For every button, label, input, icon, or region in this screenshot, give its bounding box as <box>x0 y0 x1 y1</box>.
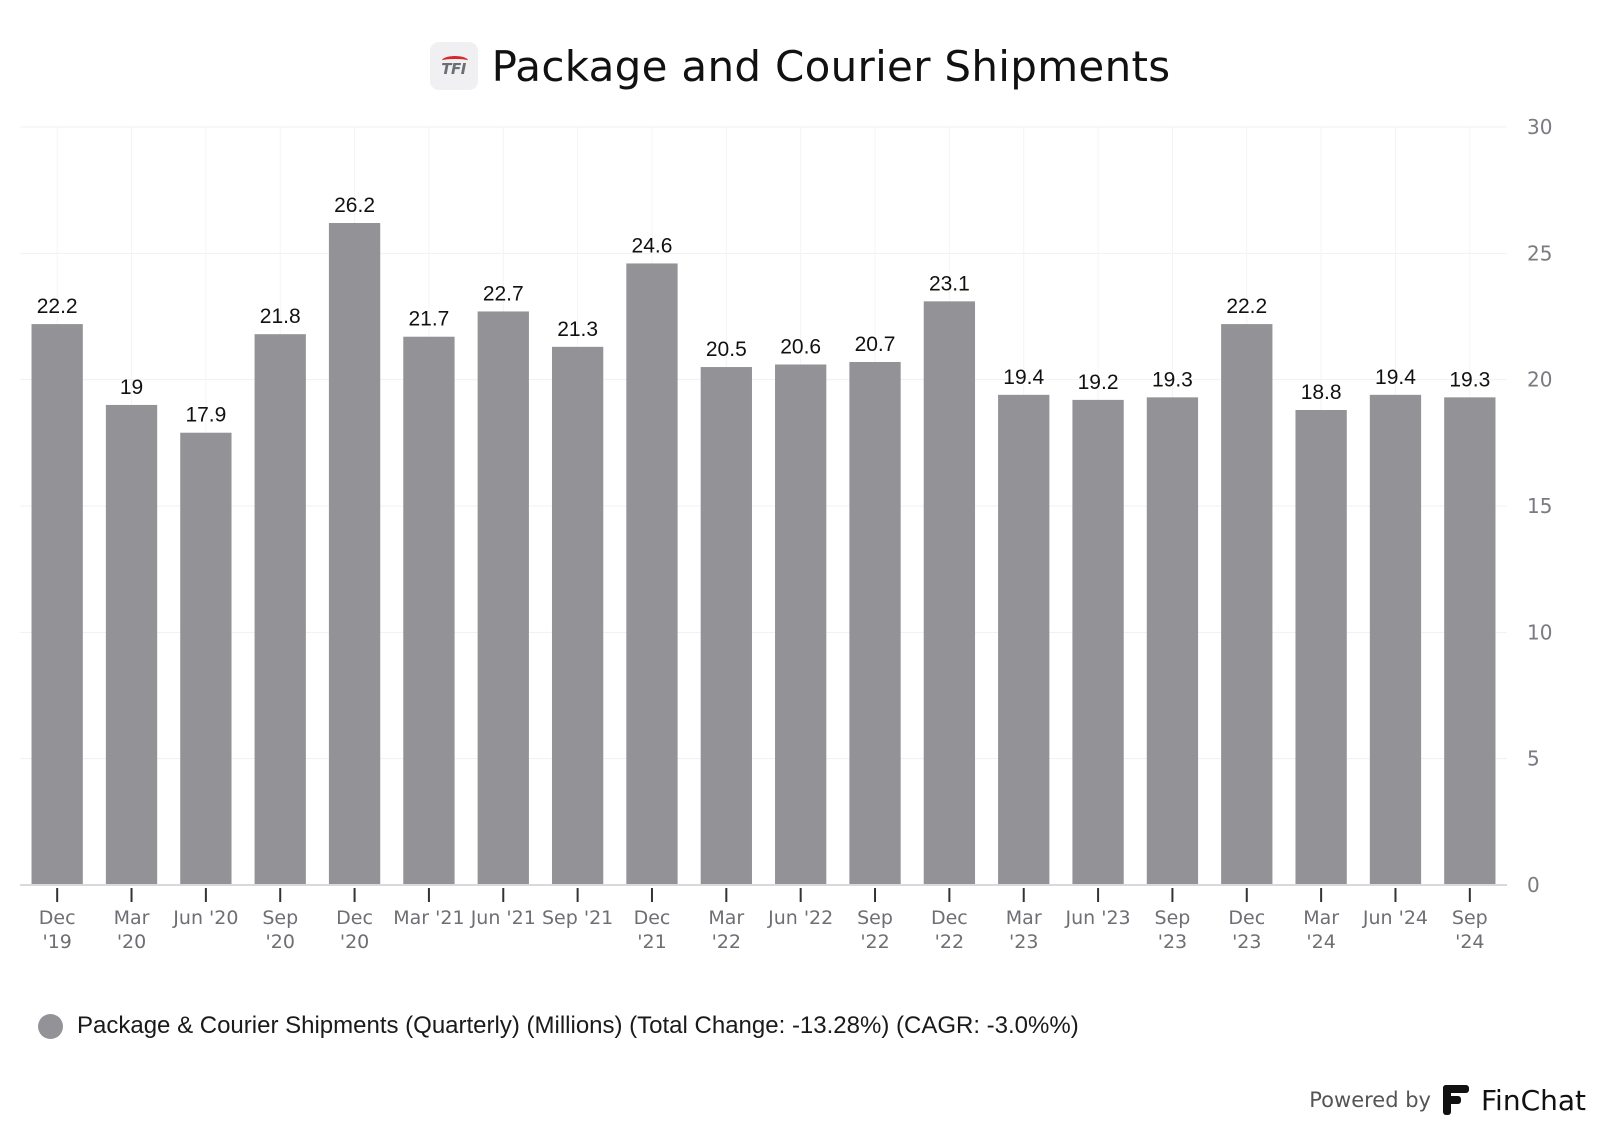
bar[interactable] <box>328 223 381 886</box>
x-tick-label: Jun '21 <box>470 907 536 929</box>
y-axis: 0 5 10 15 20 25 30 <box>1527 115 1552 897</box>
bar[interactable] <box>998 394 1050 885</box>
x-tick-label: Sep <box>262 907 298 929</box>
logo-swoosh <box>441 56 468 65</box>
x-tick-label: Jun '22 <box>767 907 833 929</box>
x-tick-label: Sep <box>1155 907 1191 929</box>
x-tick-label: '20 <box>340 931 369 953</box>
legend[interactable]: Package & Courier Shipments (Quarterly) … <box>38 1012 1079 1040</box>
data-label: 21.7 <box>408 308 449 331</box>
bar[interactable] <box>403 336 455 885</box>
grid-lines <box>20 126 1507 885</box>
bar[interactable] <box>775 364 827 885</box>
y-tick-label: 10 <box>1527 620 1552 644</box>
bar[interactable] <box>1369 394 1422 885</box>
x-tick-label: Dec <box>1228 907 1265 929</box>
tfi-logo-icon: TFI <box>429 42 478 90</box>
data-label: 18.8 <box>1301 381 1342 404</box>
x-tick-label: Sep <box>857 907 893 929</box>
x-tick-label: Mar <box>114 907 150 929</box>
x-tick-label: Mar <box>1303 907 1339 929</box>
x-tick-label: Mar '21 <box>393 907 464 929</box>
x-tick-label: '23 <box>1232 931 1261 953</box>
bar[interactable] <box>1146 397 1199 885</box>
data-label: 19 <box>120 376 143 399</box>
x-tick-label: '20 <box>266 931 295 953</box>
x-tick-label: Jun '24 <box>1362 907 1428 929</box>
chart-title: Package and Courier Shipments <box>491 41 1171 91</box>
data-label: 17.9 <box>185 404 226 427</box>
bar[interactable] <box>551 346 604 885</box>
y-tick-label: 20 <box>1527 368 1552 392</box>
data-label: 22.2 <box>1226 295 1267 318</box>
data-labels: 22.2 19 17.9 21.8 26.2 21.7 22.7 21.3 24.6 20.5 20… <box>37 194 1491 427</box>
y-tick-label: 5 <box>1527 747 1540 771</box>
x-tick-label: '24 <box>1455 931 1484 953</box>
x-tick-label: '23 <box>1009 931 1038 953</box>
data-label: 19.4 <box>1003 366 1044 389</box>
data-label: 19.3 <box>1449 368 1490 391</box>
x-tick-label: '22 <box>935 931 964 953</box>
bars <box>31 223 1496 886</box>
data-label: 19.4 <box>1375 366 1416 389</box>
data-label: 26.2 <box>334 194 375 217</box>
bar[interactable] <box>923 301 976 886</box>
x-tick-label: Jun '20 <box>172 907 238 929</box>
x-tick-label: Jun '23 <box>1065 907 1131 929</box>
x-tick-label: Mar <box>1006 907 1042 929</box>
bar[interactable] <box>626 263 678 885</box>
bar[interactable] <box>1295 409 1347 885</box>
x-tick-label: '20 <box>117 931 146 953</box>
data-label: 22.7 <box>483 282 524 305</box>
bar[interactable] <box>1444 397 1496 885</box>
chart-header: TFI Package and Courier Shipments <box>0 36 1600 96</box>
x-tick-label: '19 <box>42 931 71 953</box>
x-tick-label: Dec <box>336 907 373 929</box>
y-tick-label: 30 <box>1527 115 1552 139</box>
bar[interactable] <box>477 311 529 885</box>
bar-chart: 22.2 19 17.9 21.8 26.2 21.7 22.7 21.3 24.6 20.5 20… <box>20 115 1552 953</box>
bar[interactable] <box>1221 324 1273 886</box>
x-tick-label: Sep <box>1452 907 1488 929</box>
data-label: 20.6 <box>780 336 821 359</box>
bar[interactable] <box>849 361 901 886</box>
legend-label: Package & Courier Shipments (Quarterly) … <box>77 1012 1079 1039</box>
y-tick-label: 25 <box>1527 241 1552 265</box>
x-tick-label: '24 <box>1306 931 1335 953</box>
x-tick-label: '21 <box>637 931 666 953</box>
x-tick-label: '22 <box>860 931 889 953</box>
data-label: 21.8 <box>260 305 301 328</box>
data-label: 21.3 <box>557 318 598 341</box>
data-label: 22.2 <box>37 295 78 318</box>
data-label: 19.2 <box>1078 371 1119 394</box>
legend-marker <box>38 1013 63 1039</box>
bar[interactable] <box>105 404 158 885</box>
finchat-logo-icon <box>1441 1083 1471 1117</box>
data-label: 19.3 <box>1152 368 1193 391</box>
powered-by-text: Powered by <box>1309 1088 1431 1112</box>
x-tick-label: Dec <box>39 907 76 929</box>
finchat-brand: FinChat <box>1480 1083 1586 1117</box>
bar[interactable] <box>31 324 83 886</box>
x-tick-label: '23 <box>1158 931 1187 953</box>
x-tick-label: Sep '21 <box>542 907 613 929</box>
data-label: 24.6 <box>632 234 673 257</box>
y-tick-label: 15 <box>1527 494 1552 518</box>
bar[interactable] <box>180 432 232 885</box>
y-tick-label: 0 <box>1527 873 1540 897</box>
data-label: 23.1 <box>929 272 970 295</box>
powered-by-footer[interactable]: Powered by FinChat <box>1309 1083 1586 1117</box>
x-tick-label: Dec <box>634 907 671 929</box>
x-tick-label: Mar <box>708 907 744 929</box>
data-label: 20.5 <box>706 338 747 361</box>
x-tick-label: Dec <box>931 907 968 929</box>
data-label: 20.7 <box>855 333 896 356</box>
bar[interactable] <box>254 334 306 886</box>
x-tick-label: '22 <box>712 931 741 953</box>
bar[interactable] <box>700 367 752 885</box>
bar[interactable] <box>1072 399 1124 885</box>
